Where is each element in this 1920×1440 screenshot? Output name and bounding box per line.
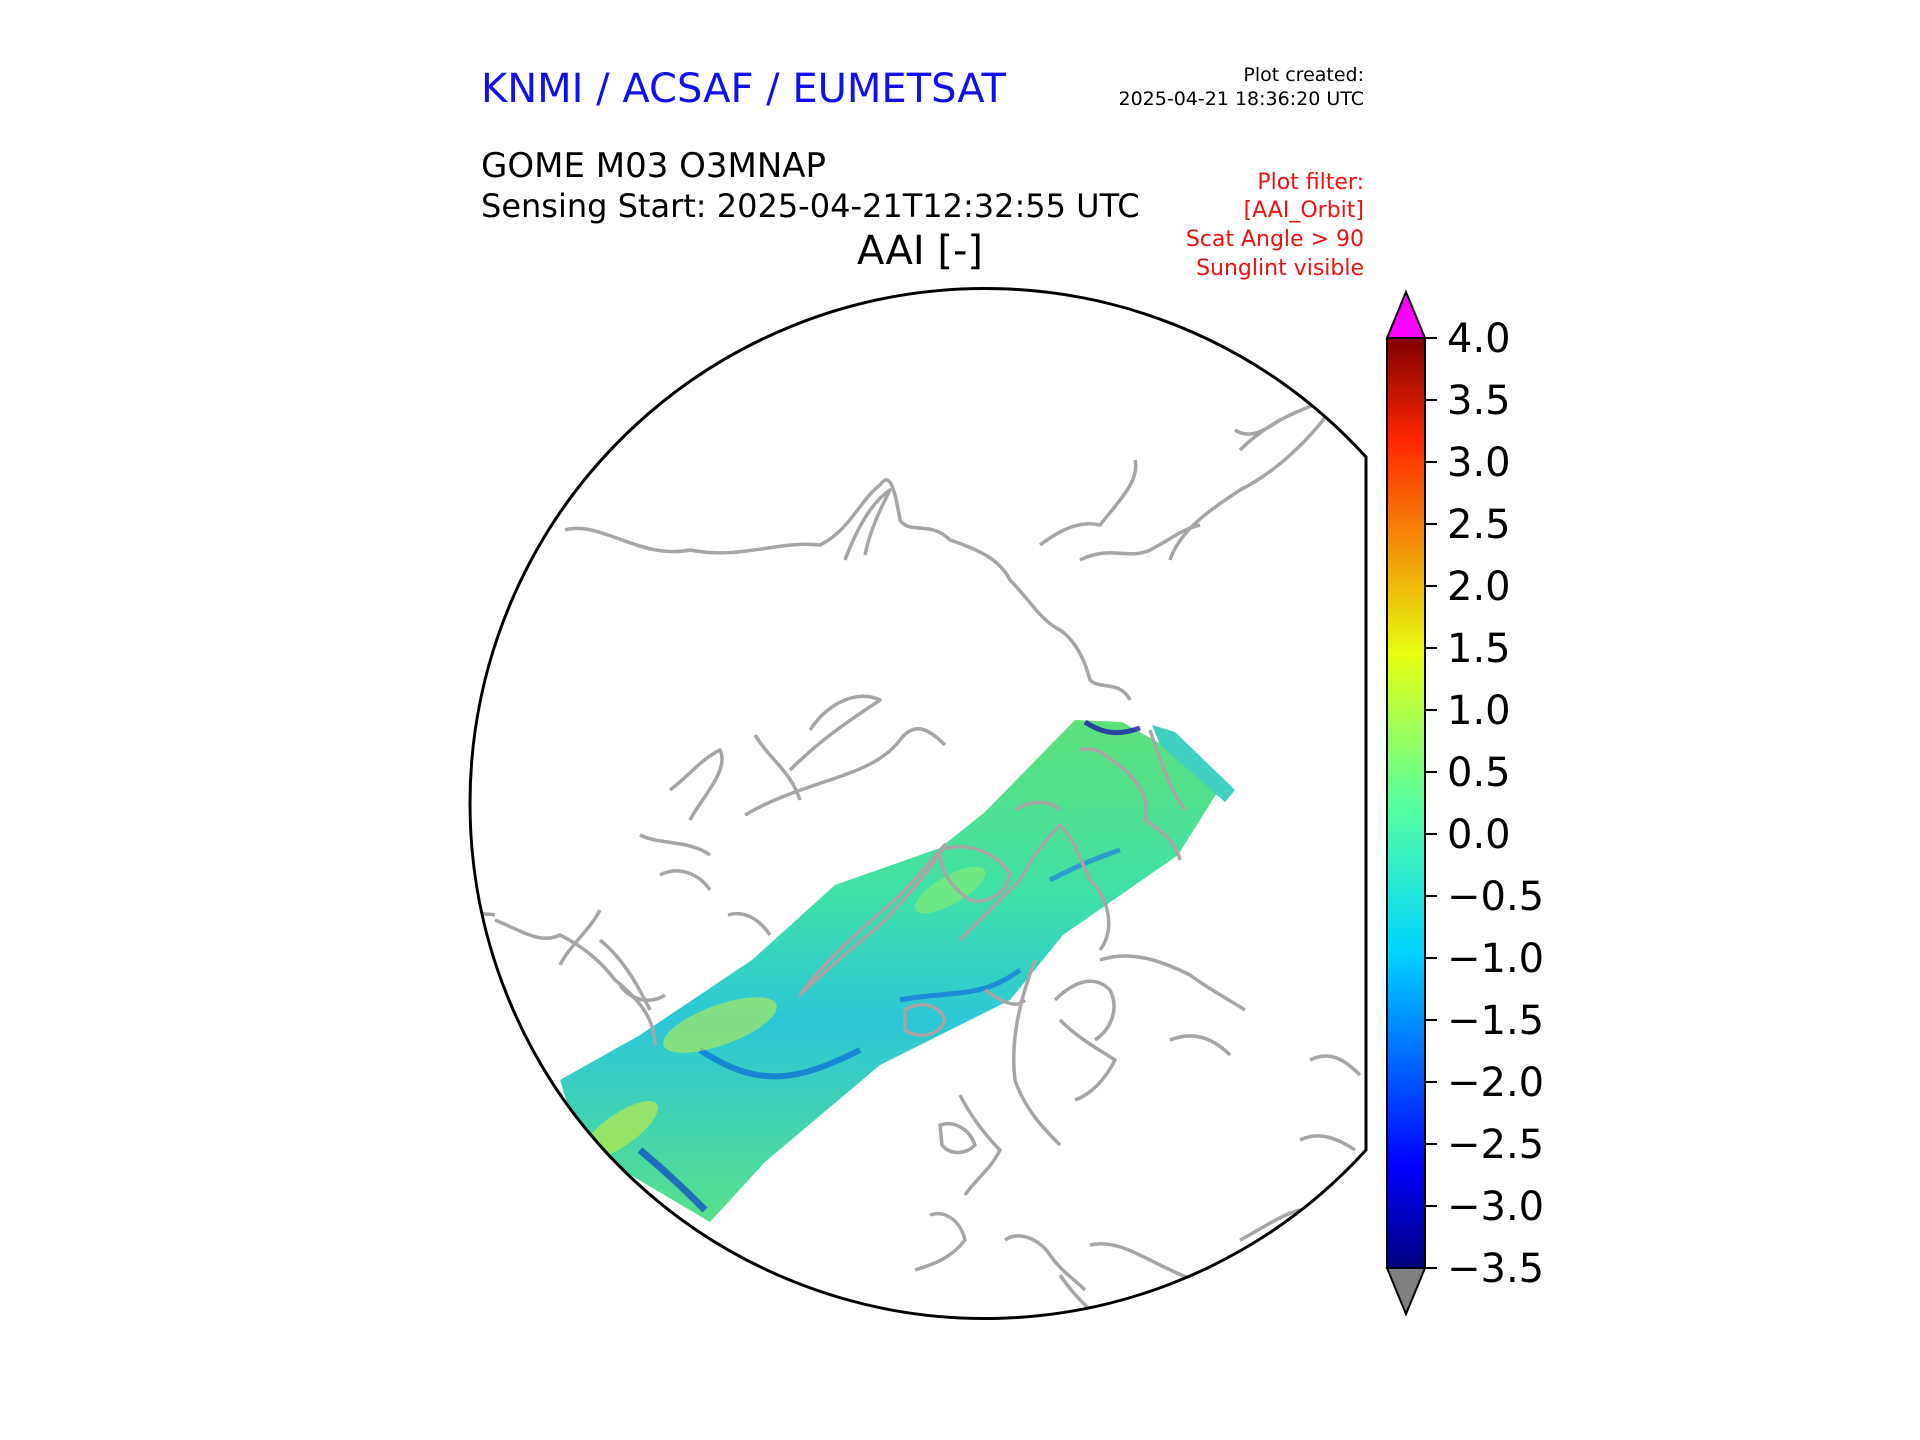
colorbar-tick-label: −3.5 xyxy=(1447,1246,1544,1292)
colorbar-tick-label: 4.0 xyxy=(1447,316,1511,362)
colorbar-over-arrow xyxy=(1385,289,1427,339)
colorbar-tick-label: −2.0 xyxy=(1447,1060,1544,1106)
colorbar-tick-label: −0.5 xyxy=(1447,874,1544,920)
organization-title: KNMI / ACSAF / EUMETSAT xyxy=(481,66,1006,112)
colorbar-tick-label: 0.0 xyxy=(1447,812,1511,858)
colorbar-tick-label: 1.0 xyxy=(1447,688,1511,734)
colorbar-tick-label: −1.5 xyxy=(1447,998,1544,1044)
product-name: GOME M03 O3MNAP xyxy=(481,146,827,186)
plot-filter-label: Plot filter: xyxy=(1257,170,1364,195)
colorbar-tick-label: 1.5 xyxy=(1447,626,1511,672)
plot-created-label: Plot created: xyxy=(1243,64,1364,86)
colorbar-tick-label: 2.0 xyxy=(1447,564,1511,610)
colorbar-tick-label: −2.5 xyxy=(1447,1122,1544,1168)
sensing-start: Sensing Start: 2025-04-21T12:32:55 UTC xyxy=(481,187,1140,225)
map-area xyxy=(469,393,1362,1312)
colorbar-tick-label: −3.0 xyxy=(1447,1184,1544,1230)
colorbar-under-arrow xyxy=(1385,1267,1427,1317)
colorbar-gradient xyxy=(1386,337,1426,1269)
plot-filter-sunglint: Sunglint visible xyxy=(1196,256,1364,281)
aai-swath xyxy=(560,719,1235,1222)
colorbar-tick-label: 3.5 xyxy=(1447,378,1511,424)
plot-filter-type: [AAI_Orbit] xyxy=(1243,198,1364,223)
colorbar-tick-label: 0.5 xyxy=(1447,750,1511,796)
variable-title: AAI [-] xyxy=(857,228,983,274)
map-boundary xyxy=(468,287,1368,1320)
plot-created-time: 2025-04-21 18:36:20 UTC xyxy=(1118,88,1365,110)
coastlines xyxy=(469,393,1362,1312)
colorbar: 4.0 3.5 3.0 2.5 2.0 1.5 1.0 0.5 0.0 −0.5 −1.0 −1.5 −… xyxy=(1385,289,1544,1317)
colorbar-tick-label: 3.0 xyxy=(1447,440,1511,486)
colorbar-tick-label: 2.5 xyxy=(1447,502,1511,548)
colorbar-ticks: 4.0 3.5 3.0 2.5 2.0 1.5 1.0 0.5 0.0 −0.5 −1.0 −1.5 −… xyxy=(1425,316,1544,1292)
plot-filter-scat-angle: Scat Angle > 90 xyxy=(1185,227,1364,252)
colorbar-tick-label: −1.0 xyxy=(1447,936,1544,982)
